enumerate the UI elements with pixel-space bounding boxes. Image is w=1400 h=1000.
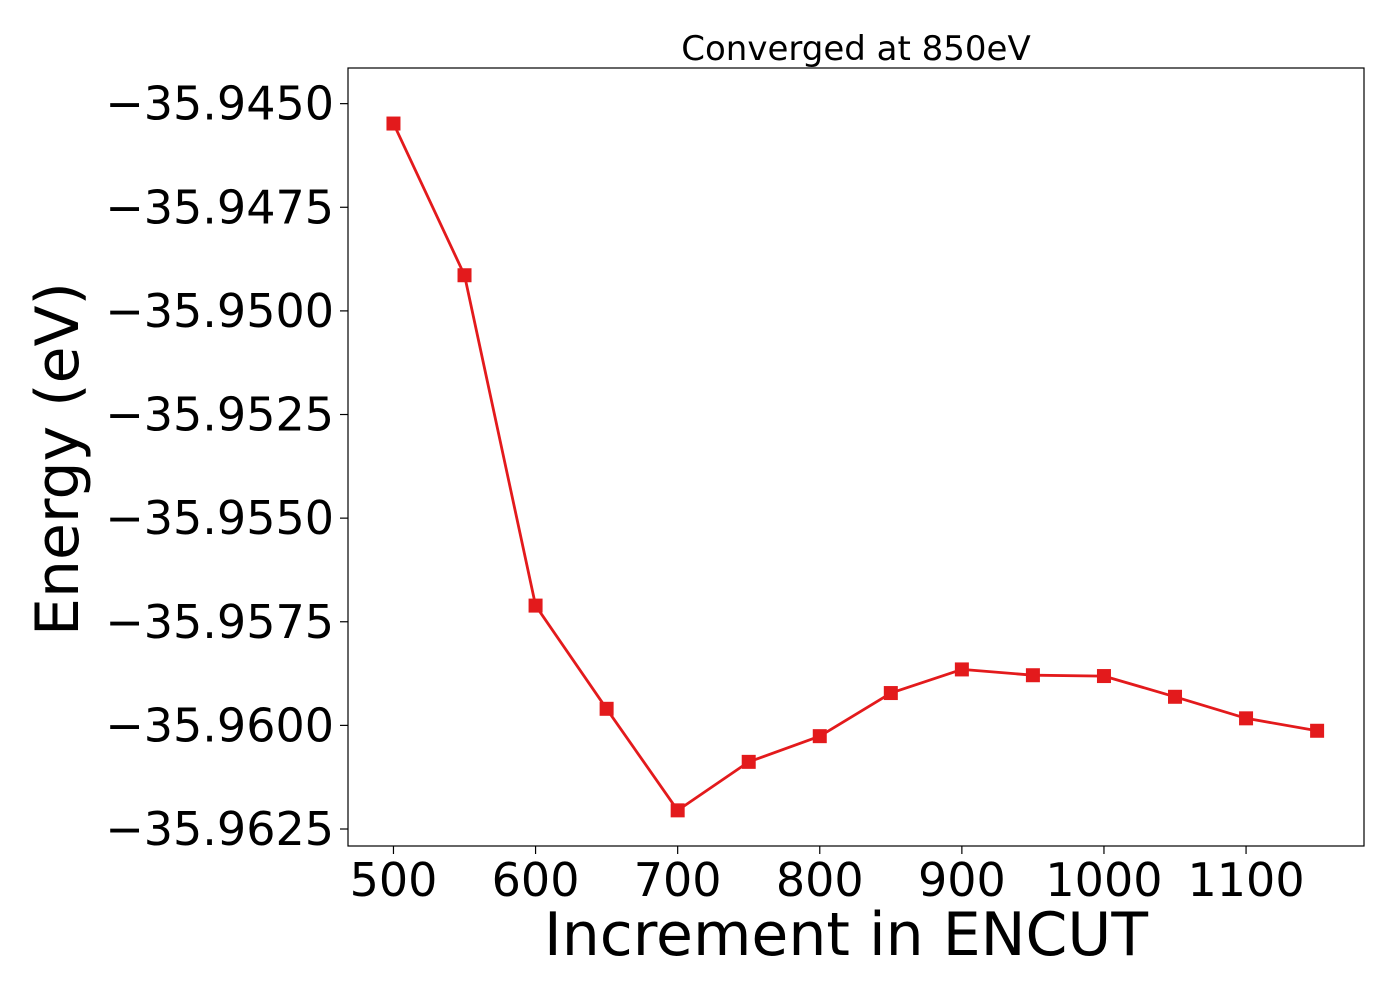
- chart-title: Converged at 850eV: [681, 29, 1030, 69]
- y-tick-label: −35.9450: [105, 77, 334, 131]
- x-tick-label: 500: [350, 853, 438, 907]
- x-axis: 500 600 700 800 900 1000 1100: [350, 846, 1305, 907]
- data-point-marker: [1096, 669, 1111, 684]
- data-point-marker: [1310, 723, 1325, 738]
- data-point-marker: [1239, 711, 1254, 726]
- data-point-marker: [386, 116, 401, 131]
- data-point-marker: [457, 268, 472, 283]
- x-axis-title: Increment in ENCUT: [544, 900, 1148, 970]
- y-axis-title: Energy (eV): [23, 282, 93, 636]
- y-tick-label: −35.9525: [105, 388, 334, 442]
- data-point-marker: [1025, 668, 1040, 683]
- data-point-marker: [812, 729, 827, 744]
- y-tick-label: −35.9500: [105, 284, 334, 338]
- x-tick-label: 900: [918, 853, 1006, 907]
- x-tick-label: 1100: [1188, 853, 1305, 907]
- data-point-marker: [599, 701, 614, 716]
- plot-frame: [347, 67, 1365, 847]
- series-line: [392, 122, 1318, 812]
- y-axis: −35.9450 −35.9475 −35.9500 −35.9525 −35.9550…: [105, 77, 348, 856]
- x-tick-label: 700: [634, 853, 722, 907]
- y-tick-label: −35.9475: [105, 180, 334, 234]
- data-point-marker: [1168, 689, 1183, 704]
- y-tick-label: −35.9575: [105, 595, 334, 649]
- y-tick-label: −35.9625: [105, 802, 334, 856]
- data-point-marker: [528, 598, 543, 613]
- x-tick-label: 1000: [1045, 853, 1162, 907]
- x-tick-label: 600: [492, 853, 580, 907]
- y-tick-label: −35.9550: [105, 491, 334, 545]
- plot-area: [347, 67, 1365, 847]
- data-point-marker: [670, 803, 685, 818]
- data-point-marker: [883, 686, 898, 701]
- series-layer: [386, 116, 1325, 818]
- x-tick-label: 800: [776, 853, 864, 907]
- data-point-marker: [954, 662, 969, 677]
- data-point-marker: [741, 754, 756, 769]
- y-tick-label: −35.9600: [105, 698, 334, 752]
